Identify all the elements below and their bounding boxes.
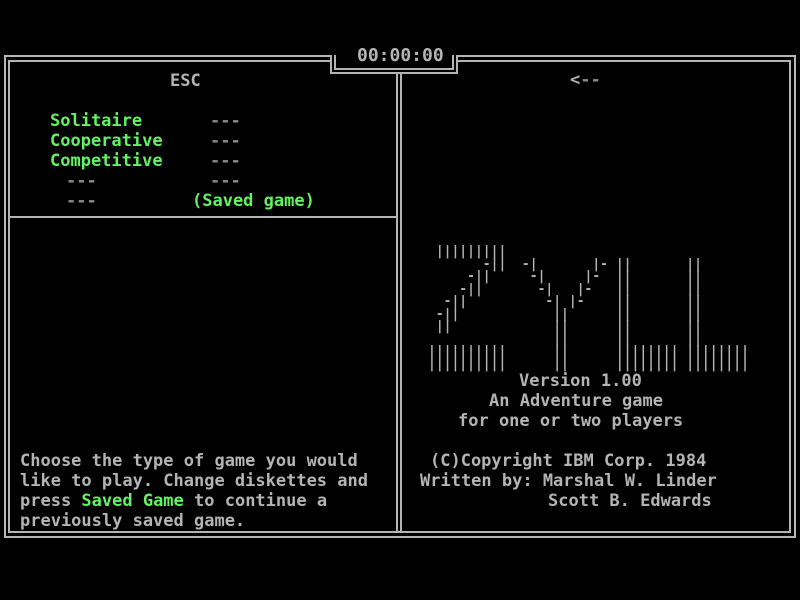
menu-item-cooperative[interactable]: Cooperative bbox=[50, 131, 163, 151]
tagline-line-2: for one or two players bbox=[458, 411, 684, 431]
menu-item-empty-4: --- bbox=[66, 171, 97, 191]
menu-value-competitive: --- bbox=[210, 151, 241, 171]
timer-notch-left-outer-line bbox=[330, 55, 332, 74]
zyll-ascii-logo: ||||||||| -|| -| |- || || -|| -| |- || |… bbox=[428, 244, 749, 372]
menu-value-saved-game[interactable]: (Saved game) bbox=[192, 191, 315, 211]
esc-key-hint[interactable]: ESC bbox=[170, 71, 201, 91]
menu-item-competitive[interactable]: Competitive bbox=[50, 151, 163, 171]
instructions-line-3-post: to continue a bbox=[183, 491, 328, 511]
panel-divider-right-line bbox=[400, 74, 402, 533]
timer-notch-left-inner-line bbox=[334, 55, 336, 70]
second-author-line: Scott B. Edwards bbox=[548, 491, 712, 511]
timer-notch-shelf-outer-line bbox=[330, 72, 458, 74]
version-label: Version 1.00 bbox=[519, 371, 642, 391]
back-arrow-head: < bbox=[570, 70, 581, 90]
logo-row: |||||||||| || |||||||| |||||||| bbox=[428, 344, 749, 359]
instructions-line-1: Choose the type of game you would bbox=[20, 451, 358, 471]
panel-divider-left-line bbox=[396, 74, 398, 533]
written-by-line: Written by: Marshal W. Linder bbox=[420, 471, 717, 491]
back-arrow-tail: -- bbox=[580, 70, 601, 90]
logo-row: -|| -| |- || || bbox=[428, 294, 702, 309]
timer-notch-shelf-inner-line bbox=[334, 68, 454, 70]
instructions-line-4: previously saved game. bbox=[20, 511, 246, 531]
instructions-line-3-pre: press bbox=[20, 491, 82, 511]
timer: 00:00:00 bbox=[357, 45, 444, 66]
logo-row: ||||||||| bbox=[428, 244, 507, 259]
timer-notch-right-inner-line bbox=[452, 55, 454, 70]
logo-row: || || || bbox=[428, 331, 702, 347]
menu-value-solitaire: --- bbox=[210, 111, 241, 131]
logo-row: || || || || bbox=[428, 319, 702, 334]
menu-value-cooperative: --- bbox=[210, 131, 241, 151]
logo-row: |||||||||| || |||||||| |||||||| bbox=[428, 356, 749, 372]
copyright-line: (C)Copyright IBM Corp. 1984 bbox=[430, 451, 707, 471]
instructions-saved-game-highlight: Saved Game bbox=[81, 491, 184, 511]
menu-value-empty-4: --- bbox=[210, 171, 241, 191]
timer-notch-right-outer-line bbox=[456, 55, 458, 74]
instructions-line-3: press Saved Game to continue a bbox=[20, 491, 327, 511]
tagline-line-1: An Adventure game bbox=[489, 391, 663, 411]
menu-item-solitaire[interactable]: Solitaire bbox=[50, 111, 143, 131]
instructions-line-2: like to play. Change diskettes and bbox=[20, 471, 368, 491]
menu-section-divider bbox=[10, 216, 396, 218]
menu-item-empty-5: --- bbox=[66, 191, 97, 211]
back-arrow-icon[interactable]: <-- bbox=[570, 70, 601, 90]
logo-row: -|| -| |- || || bbox=[428, 256, 702, 272]
logo-row: -|| || || || bbox=[428, 306, 702, 322]
logo-row: -|| -| |- || || bbox=[428, 281, 702, 297]
timer-notch-gap bbox=[330, 53, 458, 64]
logo-row: -|| -| |- || || bbox=[428, 269, 702, 284]
